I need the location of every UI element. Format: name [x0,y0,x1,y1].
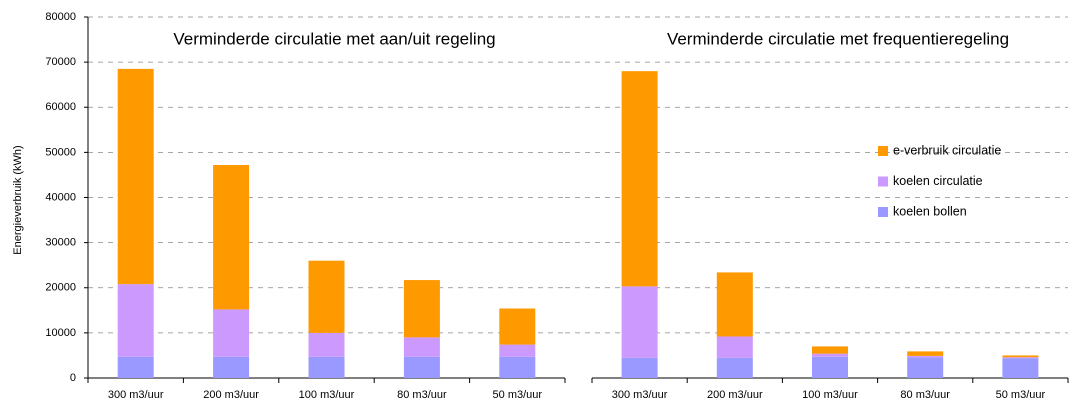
x-tick-label: 300 m3/uur [612,389,668,401]
bar [812,346,848,354]
chart-title: Verminderde circulatie met frequentiereg… [667,29,1009,48]
x-tick-label: 200 m3/uur [707,389,763,401]
bar [117,68,154,285]
bar [1002,355,1039,358]
x-tick-label: 80 m3/uur [900,389,950,401]
bar [716,336,753,358]
bar [403,356,440,378]
y-tick-label: 80000 [45,11,76,23]
bar [213,356,250,378]
legend-label: e-verbruik circulatie [893,143,1001,157]
bar [308,356,345,378]
y-tick-label: 0 [70,372,76,384]
x-tick-label: 100 m3/uur [802,389,858,401]
y-tick-label: 20000 [45,282,76,294]
legend-swatch [878,207,888,217]
x-tick-label: 300 m3/uur [108,389,164,401]
y-axis-label: Energieverbruik (kWh) [12,145,24,254]
y-tick-label: 10000 [45,327,76,339]
x-tick-label: 80 m3/uur [397,389,447,401]
bar [499,308,536,345]
bar [907,357,944,378]
bar [907,351,944,356]
bar [812,356,848,378]
bar [1002,358,1039,378]
bar [213,165,250,310]
bar [308,260,345,333]
bar [1002,357,1039,359]
bar [499,356,536,378]
legend-swatch [878,176,888,187]
bar [117,284,154,357]
bar [117,356,154,378]
bar [499,344,536,357]
x-tick-label: 100 m3/uur [299,389,355,401]
y-tick-label: 30000 [45,237,76,249]
bar [621,357,658,378]
legend-label: koelen circulatie [893,174,983,188]
x-tick-label: 50 m3/uur [996,389,1046,401]
bar [403,280,440,338]
bar [621,286,658,358]
bar [812,353,848,357]
bar [213,309,250,357]
bar [907,355,944,358]
bar [308,332,345,357]
bar [716,357,753,378]
bar [403,337,440,357]
y-tick-label: 50000 [45,146,76,158]
y-tick-label: 40000 [45,191,76,203]
legend-label: koelen bollen [893,204,967,218]
chart-title: Verminderde circulatie met aan/uit regel… [173,29,495,48]
y-tick-label: 60000 [45,101,76,113]
legend-swatch [878,146,888,156]
x-tick-label: 50 m3/uur [493,389,543,401]
y-tick-label: 70000 [45,56,76,68]
bar [716,272,753,337]
bar [621,71,658,287]
x-tick-label: 200 m3/uur [203,389,259,401]
